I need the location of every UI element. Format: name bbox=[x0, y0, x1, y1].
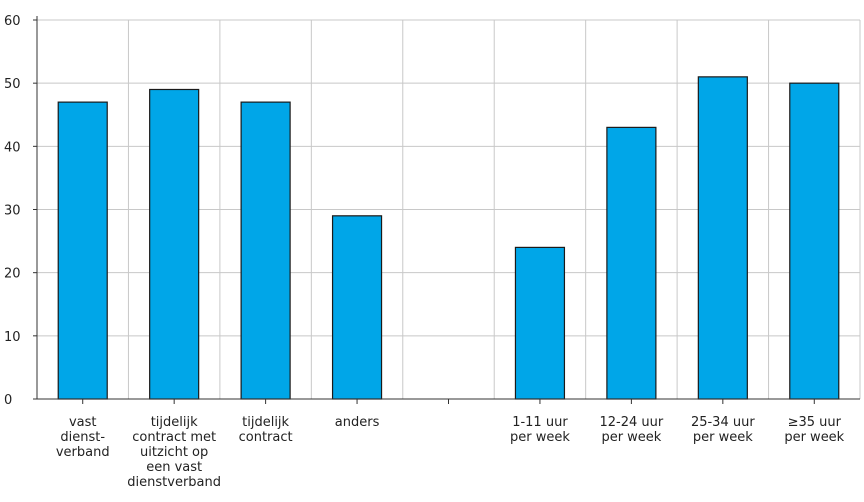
y-tick-label: 30 bbox=[4, 204, 21, 219]
y-tick-label: 0 bbox=[4, 393, 12, 408]
x-category-labels: vast dienst-verband tijdelijk contract met u… bbox=[56, 415, 845, 490]
bar bbox=[331, 215, 383, 400]
x-category-label: 25-34 uur per week bbox=[691, 415, 755, 445]
y-tick-labels: 0 10 20 30 40 50 60 bbox=[4, 14, 21, 408]
bar bbox=[240, 101, 291, 400]
y-tick-label: 50 bbox=[4, 77, 21, 92]
bar bbox=[789, 82, 840, 400]
bar bbox=[57, 101, 108, 400]
x-category-label: 1-11 uur per week bbox=[510, 415, 570, 445]
bar bbox=[697, 76, 748, 400]
y-tick-label: 60 bbox=[4, 14, 21, 29]
x-category-label: vast dienst-verband bbox=[56, 415, 110, 460]
x-category-label: tijdelijk contract bbox=[239, 415, 293, 445]
axes bbox=[33, 16, 860, 404]
x-category-label: ≥35 uur per week bbox=[784, 415, 844, 445]
bar bbox=[606, 126, 657, 400]
bar bbox=[149, 88, 200, 400]
y-tick-label: 10 bbox=[4, 330, 21, 345]
x-category-label: 12-24 uur per week bbox=[600, 415, 664, 445]
bars bbox=[57, 76, 840, 400]
x-category-label: tijdelijk contract met uitzicht op een vast… bbox=[127, 415, 221, 490]
bar bbox=[514, 246, 566, 400]
y-tick-label: 40 bbox=[4, 140, 21, 155]
y-tick-label: 20 bbox=[4, 267, 21, 282]
x-category-label: anders bbox=[335, 415, 380, 430]
